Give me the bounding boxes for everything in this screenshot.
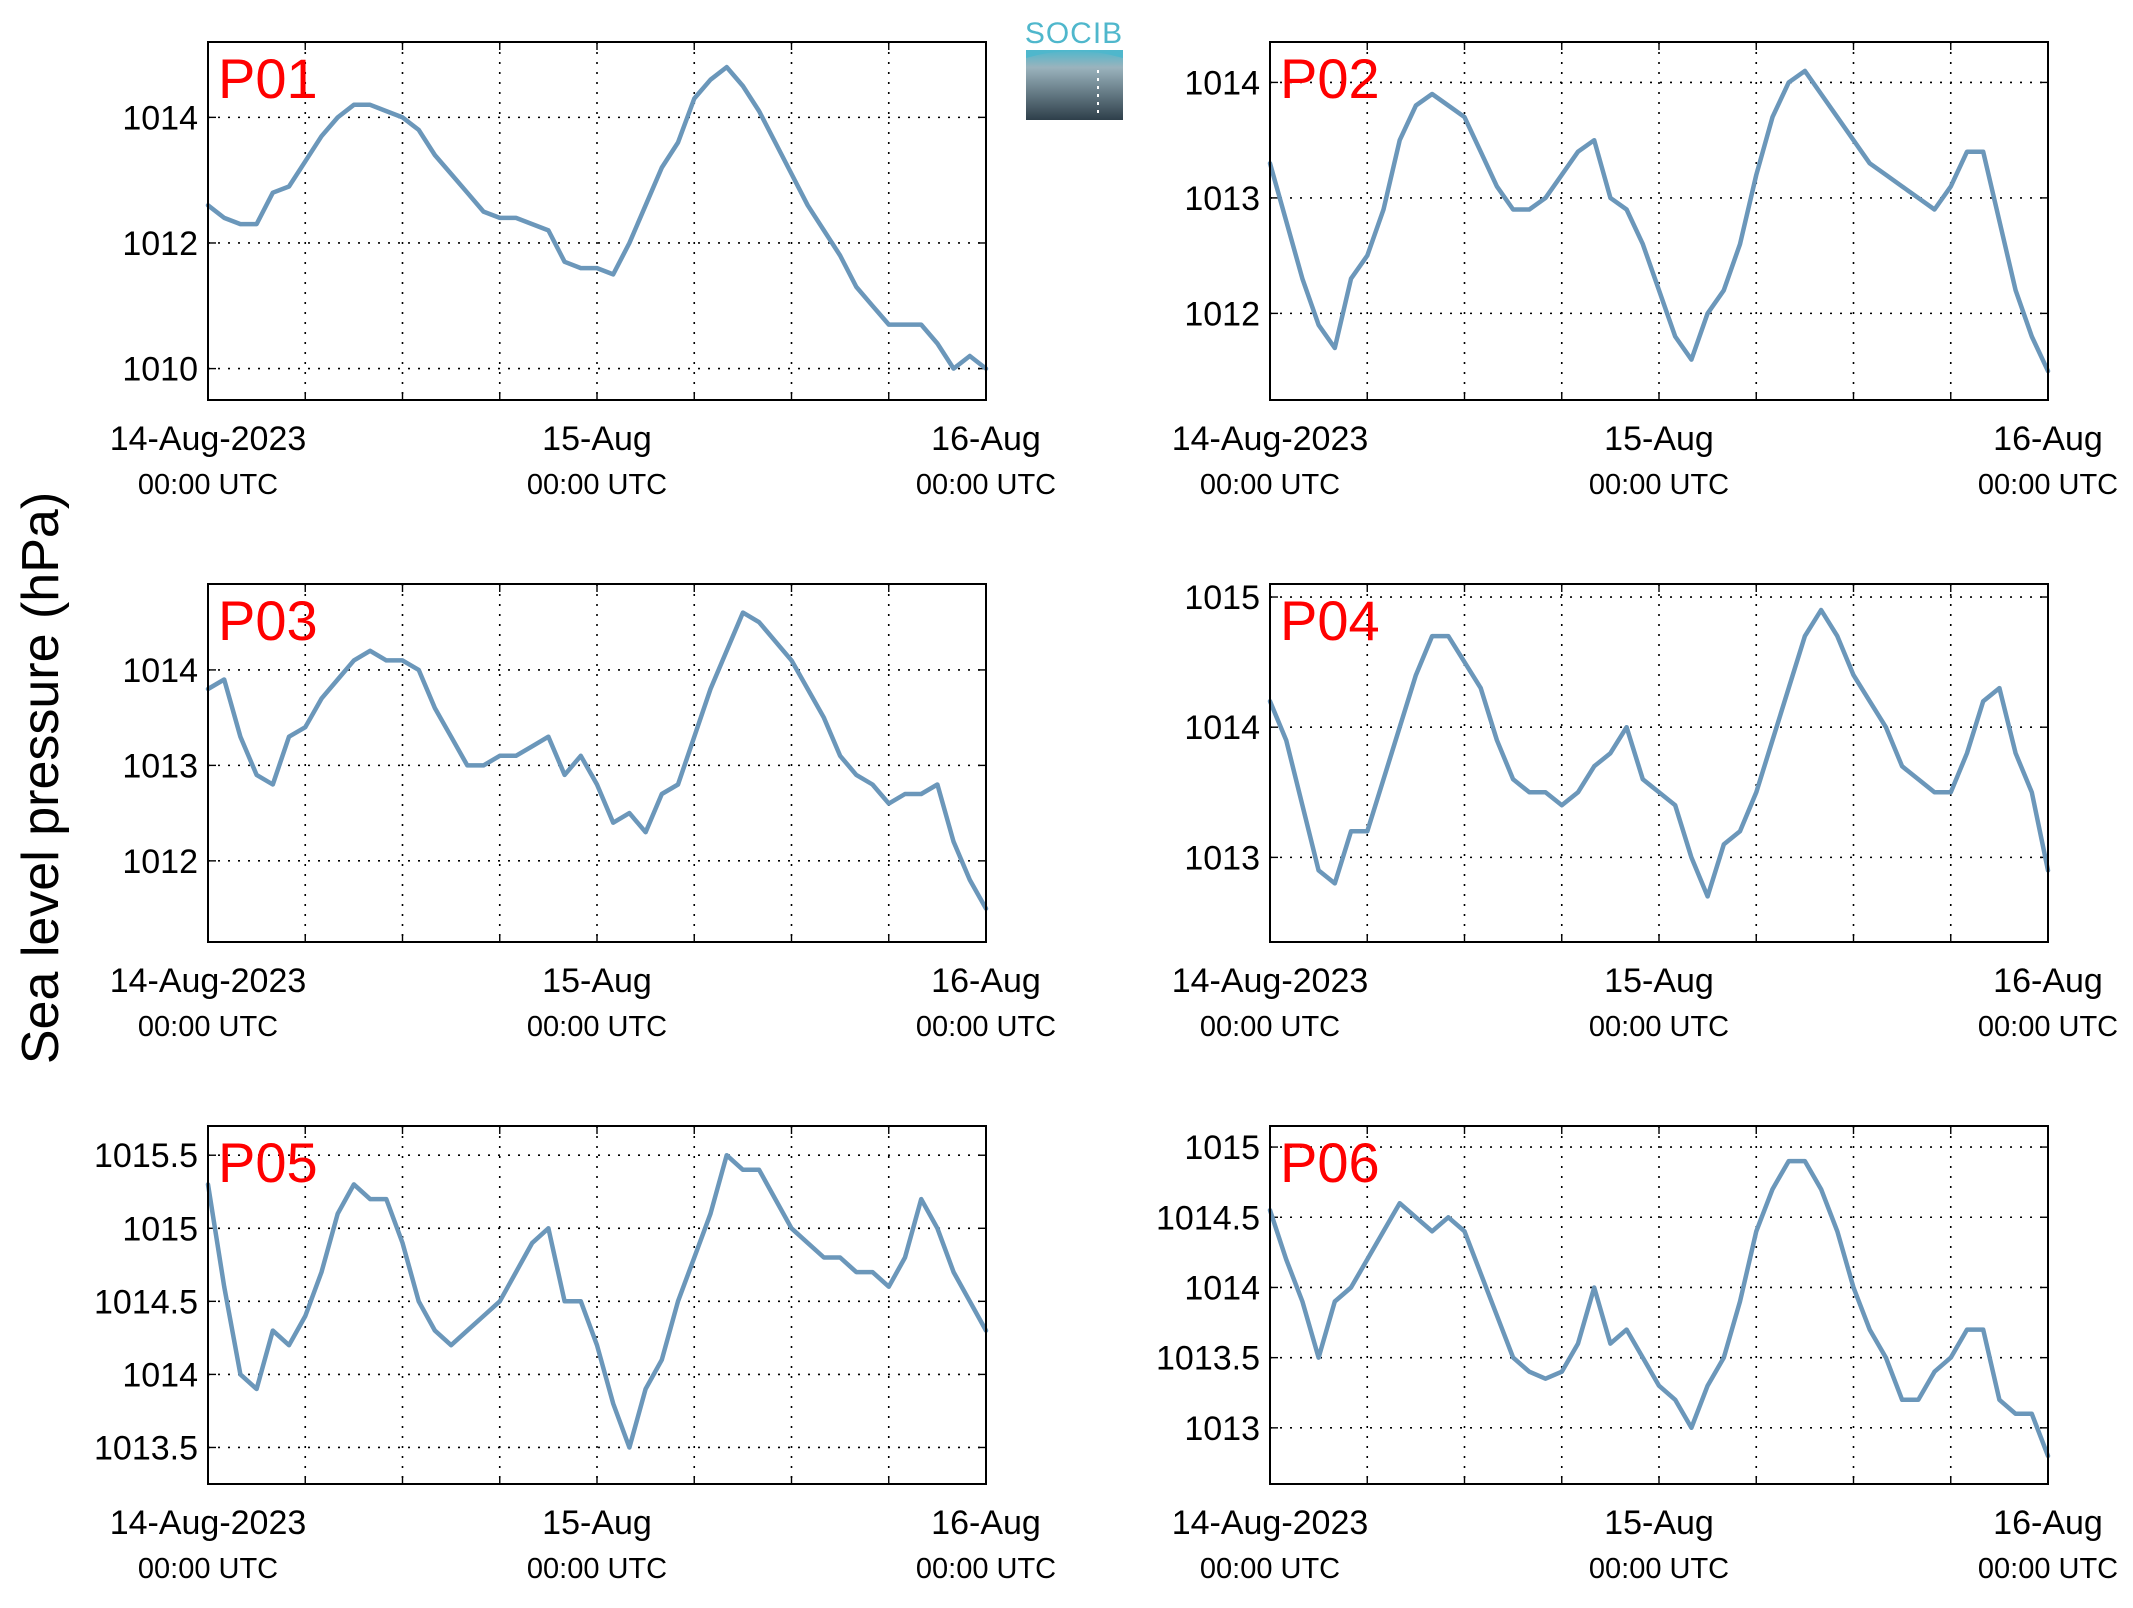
axes-frame bbox=[1269, 1125, 2049, 1485]
x-tick-label: 14-Aug-2023 bbox=[110, 962, 307, 1000]
axes-frame bbox=[207, 583, 987, 943]
y-tick-label: 1013.5 bbox=[1156, 1340, 1260, 1378]
x-tick-sublabel: 00:00 UTC bbox=[1200, 1553, 1340, 1585]
x-tick-label: 14-Aug-2023 bbox=[1172, 420, 1369, 458]
x-tick-sublabel: 00:00 UTC bbox=[1200, 469, 1340, 501]
y-tick-label: 1015 bbox=[122, 1210, 198, 1248]
axes-frame bbox=[1269, 41, 2049, 401]
logo-wave bbox=[1026, 50, 1123, 58]
y-tick-label: 1014 bbox=[1184, 64, 1260, 102]
logo-text: SOCIB bbox=[1025, 17, 1123, 50]
socib-logo: SOCIB bbox=[1025, 17, 1123, 120]
y-tick-label: 1013 bbox=[1184, 1410, 1260, 1448]
panel-label: P01 bbox=[218, 47, 318, 110]
x-tick-sublabel: 00:00 UTC bbox=[916, 1553, 1056, 1585]
x-tick-label: 15-Aug bbox=[542, 420, 652, 458]
x-tick-label: 14-Aug-2023 bbox=[110, 1504, 307, 1542]
y-tick-label: 1013.5 bbox=[94, 1429, 198, 1467]
series-line-p06 bbox=[1267, 1158, 2051, 1459]
y-tick-label: 1014 bbox=[1184, 1269, 1260, 1307]
x-tick-label: 14-Aug-2023 bbox=[1172, 1504, 1369, 1542]
x-tick-sublabel: 00:00 UTC bbox=[1589, 1011, 1729, 1043]
panel-label: P06 bbox=[1280, 1131, 1380, 1194]
y-tick-label: 1013 bbox=[1184, 839, 1260, 877]
y-tick-label: 1014 bbox=[122, 652, 198, 690]
x-tick-sublabel: 00:00 UTC bbox=[527, 469, 667, 501]
x-tick-label: 15-Aug bbox=[542, 962, 652, 1000]
y-tick-label: 1012 bbox=[122, 843, 198, 881]
chart-panel-p04: 1013 1014 1015 14-Aug-2023 00:00 UTC 15-Aug 00… bbox=[1172, 579, 2118, 1043]
x-tick-sublabel: 00:00 UTC bbox=[1978, 469, 2118, 501]
series-line-p05 bbox=[205, 1152, 989, 1450]
x-tick-label: 16-Aug bbox=[931, 420, 1041, 458]
y-tick-label: 1015 bbox=[1184, 1129, 1260, 1167]
x-tick-sublabel: 00:00 UTC bbox=[916, 469, 1056, 501]
x-tick-sublabel: 00:00 UTC bbox=[527, 1011, 667, 1043]
series-line-p03 bbox=[205, 610, 989, 911]
y-tick-label: 1012 bbox=[1184, 295, 1260, 333]
y-tick-label: 1012 bbox=[122, 225, 198, 263]
chart-panel-p06: 1013 1013.5 1014 1014.5 1015 14-Aug-2023 00:00… bbox=[1156, 1125, 2118, 1585]
axes-frame bbox=[207, 41, 987, 401]
x-tick-sublabel: 00:00 UTC bbox=[1978, 1553, 2118, 1585]
chart-panel-p01: 1010 1012 1014 14-Aug-2023 00:00 UTC 15-Aug 00… bbox=[110, 41, 1056, 501]
x-tick-label: 14-Aug-2023 bbox=[1172, 962, 1369, 1000]
panel-label: P04 bbox=[1280, 589, 1380, 652]
x-tick-label: 16-Aug bbox=[931, 1504, 1041, 1542]
panel-label: P03 bbox=[218, 589, 318, 652]
axes-frame bbox=[1269, 583, 2049, 943]
panel-label: P05 bbox=[218, 1131, 318, 1194]
y-tick-label: 1013 bbox=[1184, 180, 1260, 218]
y-tick-label: 1010 bbox=[122, 351, 198, 389]
logo-block bbox=[1026, 50, 1123, 120]
y-tick-label: 1014.5 bbox=[1156, 1199, 1260, 1237]
x-tick-sublabel: 00:00 UTC bbox=[1589, 1553, 1729, 1585]
x-tick-label: 16-Aug bbox=[1993, 420, 2103, 458]
x-tick-sublabel: 00:00 UTC bbox=[138, 1011, 278, 1043]
x-tick-sublabel: 00:00 UTC bbox=[1200, 1011, 1340, 1043]
x-tick-sublabel: 00:00 UTC bbox=[138, 469, 278, 501]
y-tick-label: 1015 bbox=[1184, 579, 1260, 617]
x-tick-label: 15-Aug bbox=[542, 1504, 652, 1542]
series-line-p04 bbox=[1267, 607, 2051, 899]
x-tick-label: 15-Aug bbox=[1604, 962, 1714, 1000]
panel-label: P02 bbox=[1280, 47, 1380, 110]
x-tick-sublabel: 00:00 UTC bbox=[138, 1553, 278, 1585]
x-tick-sublabel: 00:00 UTC bbox=[1589, 469, 1729, 501]
x-tick-label: 14-Aug-2023 bbox=[110, 420, 307, 458]
chart-panel-p05: 1013.5 1014 1014.5 1015 1015.5 14-Aug-2023 00:… bbox=[94, 1125, 1056, 1585]
axes-frame bbox=[207, 1125, 987, 1485]
x-tick-sublabel: 00:00 UTC bbox=[916, 1011, 1056, 1043]
x-tick-sublabel: 00:00 UTC bbox=[1978, 1011, 2118, 1043]
x-tick-label: 15-Aug bbox=[1604, 420, 1714, 458]
y-axis-label: Sea level pressure (hPa) bbox=[12, 492, 70, 1064]
x-tick-label: 15-Aug bbox=[1604, 1504, 1714, 1542]
y-tick-label: 1014 bbox=[122, 99, 198, 137]
y-tick-label: 1014 bbox=[122, 1356, 198, 1394]
y-tick-label: 1014.5 bbox=[94, 1283, 198, 1321]
x-tick-label: 16-Aug bbox=[1993, 962, 2103, 1000]
chart-panel-p03: 1012 1013 1014 14-Aug-2023 00:00 UTC 15-Aug 00… bbox=[110, 583, 1056, 1043]
x-tick-label: 16-Aug bbox=[1993, 1504, 2103, 1542]
chart-panel-p02: 1012 1013 1014 14-Aug-2023 00:00 UTC 15-Aug 00… bbox=[1172, 41, 2118, 501]
x-tick-sublabel: 00:00 UTC bbox=[527, 1553, 667, 1585]
series-line-p01 bbox=[205, 64, 989, 371]
x-tick-label: 16-Aug bbox=[931, 962, 1041, 1000]
series-line-p02 bbox=[1267, 68, 2051, 374]
y-tick-label: 1013 bbox=[122, 747, 198, 785]
y-tick-label: 1014 bbox=[1184, 709, 1260, 747]
y-tick-label: 1015.5 bbox=[94, 1137, 198, 1175]
